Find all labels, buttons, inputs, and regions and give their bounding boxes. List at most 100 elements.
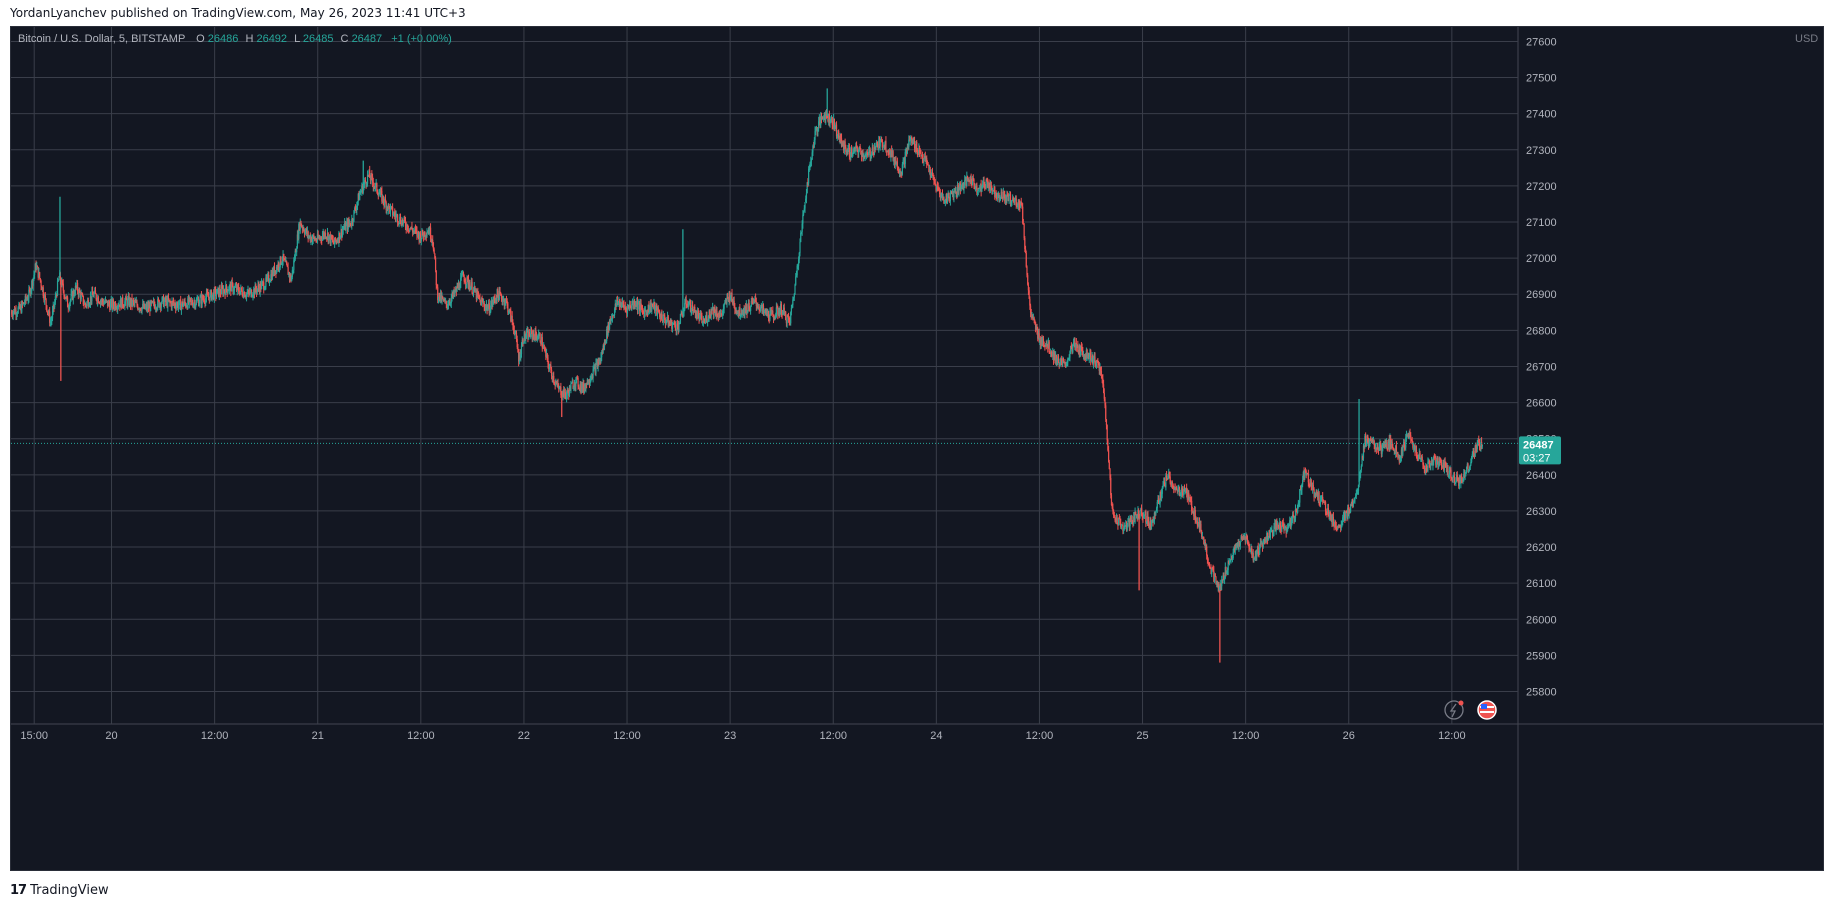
candle-body	[445, 301, 447, 305]
candle-body	[683, 309, 685, 313]
candle-body	[1183, 488, 1186, 492]
candle-body	[606, 329, 609, 336]
candle-body	[379, 190, 382, 194]
candle-body	[1415, 449, 1417, 452]
candle-body	[634, 300, 636, 306]
candle-body	[256, 288, 258, 293]
footer-brand[interactable]: 17 TradingView	[10, 881, 109, 899]
candle-body	[926, 158, 928, 165]
candle-body	[702, 320, 704, 323]
candle-body	[1345, 511, 1347, 513]
candle-body	[711, 308, 713, 311]
time-axis[interactable]: 15:00 20 12:00 21 12:00 22 12:00 23 12:00 24 12:00…	[20, 730, 1465, 742]
candle-body	[253, 289, 256, 295]
candle-body	[607, 322, 609, 336]
candle-body	[467, 276, 469, 279]
candlestick-chart[interactable]: 2580025900260002610026200263002640026500…	[11, 27, 1823, 870]
candle-body	[1239, 541, 1241, 546]
candle-body	[1292, 514, 1294, 517]
candle-body	[195, 299, 198, 305]
candle-body	[1031, 316, 1033, 318]
candle-body	[309, 235, 311, 242]
candle-body	[352, 220, 354, 222]
candle-body	[1009, 193, 1012, 205]
candle-body	[59, 272, 62, 282]
price-axis[interactable]: 2580025900260002610026200263002640026500…	[1526, 36, 1557, 698]
candle-body	[205, 292, 208, 298]
candle-body	[1037, 333, 1040, 339]
candle-body	[965, 177, 967, 186]
candle-body	[271, 270, 273, 280]
candle-body	[1050, 352, 1052, 354]
candle-body	[228, 285, 230, 291]
candle-body	[932, 175, 934, 180]
price-tick-label: 25800	[1526, 686, 1557, 698]
candle-body	[976, 185, 978, 193]
candle-body	[376, 183, 378, 192]
candle-body	[266, 277, 268, 280]
candle-body	[424, 235, 427, 237]
candle-body	[918, 147, 920, 154]
candle-body	[1303, 471, 1305, 478]
candle-body	[1174, 487, 1176, 489]
candle-body	[575, 378, 577, 387]
candle-body	[333, 242, 335, 244]
candle-body	[1479, 446, 1481, 448]
candle-body	[984, 184, 986, 188]
candle-body	[89, 303, 91, 306]
candle-body	[399, 217, 401, 223]
candle-body	[1056, 362, 1058, 365]
candle-body	[1004, 197, 1007, 202]
candle-body	[469, 284, 471, 290]
candle-body	[1002, 191, 1004, 199]
candle-body	[744, 306, 746, 315]
candle-body	[72, 291, 74, 300]
candle-body	[908, 139, 911, 142]
candle-body	[657, 307, 659, 313]
candle-body	[839, 134, 841, 140]
candle-body	[298, 224, 300, 239]
candle-body	[203, 299, 205, 303]
candle-body	[88, 305, 90, 307]
candle-body	[787, 316, 789, 318]
candle-body	[175, 305, 177, 309]
candle-body	[1091, 355, 1093, 361]
candle-body	[842, 142, 844, 146]
candle-body	[69, 302, 71, 308]
candle-body	[1034, 320, 1036, 323]
candle-body	[544, 348, 546, 351]
candle-body	[284, 259, 286, 262]
lightning-icon[interactable]	[1444, 700, 1464, 720]
candle-body	[311, 237, 313, 242]
candle-body	[1130, 517, 1132, 521]
candle-body	[26, 298, 28, 300]
us-flag-icon[interactable]	[1477, 700, 1497, 720]
candle-body	[330, 235, 332, 243]
candle-body	[1228, 561, 1230, 564]
candle-body	[655, 305, 657, 307]
candle-body	[1119, 519, 1121, 524]
candle-body	[491, 301, 493, 306]
candle-body	[1458, 477, 1461, 486]
candle-body	[1074, 341, 1076, 347]
candle-body	[1198, 522, 1201, 531]
candle-body	[415, 229, 417, 231]
candle-body	[1155, 508, 1158, 511]
candle-body	[1059, 363, 1061, 367]
candle-body	[485, 304, 488, 307]
candle-body	[796, 266, 798, 276]
candle-body	[113, 305, 115, 308]
candle-body	[450, 297, 452, 304]
candle-body	[676, 323, 678, 331]
low-label: L	[294, 33, 300, 45]
candle-body	[1246, 536, 1248, 539]
candle-body	[647, 304, 649, 314]
candle-body	[783, 307, 785, 314]
candle-body	[183, 301, 185, 305]
candle-body	[1425, 465, 1427, 472]
chart-panel[interactable]: 2580025900260002610026200263002640026500…	[10, 26, 1824, 871]
candle-body	[1217, 584, 1219, 588]
candle-body	[1372, 440, 1375, 442]
candle-body	[814, 131, 816, 140]
candle-body	[605, 341, 607, 344]
